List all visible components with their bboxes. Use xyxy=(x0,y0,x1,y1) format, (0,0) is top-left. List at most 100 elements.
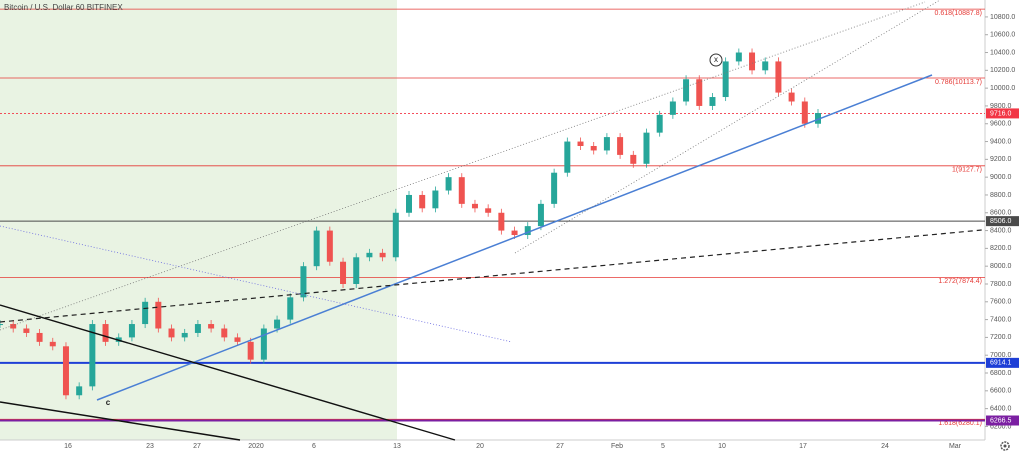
annotation: x xyxy=(714,55,718,64)
candle-body xyxy=(287,297,294,320)
session-shade xyxy=(0,0,397,440)
candle-body xyxy=(471,203,478,209)
y-tick-label: 10000.0 xyxy=(990,85,1015,92)
levels: 0.618(10887.8) 0.786(10113.7) 1(9127.7) 1.2… xyxy=(0,8,985,427)
candle-body xyxy=(419,194,426,209)
price-tag-label: 6266.5 xyxy=(990,417,1012,424)
trendline xyxy=(0,304,456,441)
price-tag xyxy=(986,415,1019,426)
x-tick-label: Mar xyxy=(949,443,962,450)
y-tick-label: 6800.0 xyxy=(990,370,1012,377)
candle-body xyxy=(392,212,399,258)
fib-label: 1.272(7874.4) xyxy=(938,278,982,285)
x-tick-label: 10 xyxy=(718,443,726,450)
candle-body xyxy=(260,328,267,360)
x-tick-label: 27 xyxy=(193,443,201,450)
channel-line xyxy=(514,0,941,254)
candle-body xyxy=(735,52,742,62)
y-tick-label: 8600.0 xyxy=(990,210,1012,217)
candle-body xyxy=(313,230,320,267)
y-tick-label: 8200.0 xyxy=(990,245,1012,252)
candle-body xyxy=(524,226,531,236)
y-tick-label: 7800.0 xyxy=(990,281,1012,288)
trendline xyxy=(0,229,983,323)
candle-body xyxy=(669,101,676,115)
candle-body xyxy=(815,113,821,124)
candle-body xyxy=(168,328,175,338)
dotted-line xyxy=(0,225,513,343)
candle-body xyxy=(23,328,30,333)
candle-body xyxy=(247,341,254,360)
annotation-circle xyxy=(709,53,723,67)
candle-body xyxy=(221,328,228,338)
fib-label: 0.786(10113.7) xyxy=(935,79,982,86)
candle-body xyxy=(142,301,149,325)
candle-body xyxy=(617,137,624,155)
y-tick-label: 9000.0 xyxy=(990,174,1012,181)
y-tick-label: 7000.0 xyxy=(990,352,1012,359)
annotation: c xyxy=(106,398,111,407)
fib-label: 0.618(10887.8) xyxy=(935,10,982,17)
x-tick-label: 17 xyxy=(799,443,807,450)
y-tick-label: 8400.0 xyxy=(990,227,1012,234)
candle-body xyxy=(128,324,135,338)
candle-body xyxy=(89,324,96,387)
candle-body xyxy=(788,92,795,102)
candle-body xyxy=(630,154,637,164)
candle-body xyxy=(485,208,492,213)
price-tag-label: 9716.0 xyxy=(990,110,1012,117)
candle-body xyxy=(498,212,505,231)
fib-label: 1(9127.7) xyxy=(952,167,982,174)
candle-body xyxy=(458,177,465,204)
x-tick-label: 5 xyxy=(661,443,665,450)
candles xyxy=(0,48,821,400)
y-tick-label: 10600.0 xyxy=(990,32,1015,39)
price-tag xyxy=(986,108,1019,119)
candle-body xyxy=(300,266,307,298)
price-tag xyxy=(986,357,1019,368)
y-tick-label: 10200.0 xyxy=(990,67,1015,74)
candle-body xyxy=(551,172,558,204)
candle-body xyxy=(208,324,215,329)
x-tick-label: 23 xyxy=(146,443,154,450)
x-tick-label: 6 xyxy=(312,443,316,450)
candle-body xyxy=(603,137,610,151)
candle-body xyxy=(366,252,373,258)
trendline xyxy=(96,74,933,401)
price-tag-label: 8506.0 xyxy=(990,218,1012,225)
candle-body xyxy=(234,337,241,342)
x-tick-label: 20 xyxy=(476,443,484,450)
y-tick-label: 7400.0 xyxy=(990,316,1012,323)
candle-body xyxy=(0,324,3,326)
y-tick-label: 9800.0 xyxy=(990,103,1012,110)
candle-body xyxy=(643,132,650,164)
y-tick-label: 8000.0 xyxy=(990,263,1012,270)
candle-body xyxy=(577,141,584,146)
y-tick-label: 7600.0 xyxy=(990,299,1012,306)
x-tick-label: 16 xyxy=(64,443,72,450)
candle-body xyxy=(62,346,69,396)
candle-body xyxy=(353,257,360,284)
candle-body xyxy=(656,114,663,133)
candle-body xyxy=(801,101,808,124)
y-tick-label: 6600.0 xyxy=(990,388,1012,395)
y-tick-label: 10800.0 xyxy=(990,14,1015,21)
y-tick-label: 9600.0 xyxy=(990,121,1012,128)
candle-body xyxy=(36,332,43,342)
candle-body xyxy=(76,386,83,396)
y-tick-label: 6200.0 xyxy=(990,423,1012,430)
candle-body xyxy=(326,230,333,262)
candle-body xyxy=(194,324,201,333)
candle-body xyxy=(274,319,281,329)
candle-body xyxy=(537,203,544,227)
candle-body xyxy=(10,324,17,329)
candle-body xyxy=(406,194,412,213)
candle-body xyxy=(181,332,188,338)
x-tick-label: Feb xyxy=(611,443,623,450)
candle-body xyxy=(379,252,386,258)
candle-body xyxy=(683,79,690,102)
candle-body xyxy=(590,146,597,151)
settings-icon[interactable] xyxy=(1000,441,1010,451)
chart-title: Bitcoin / U.S. Dollar 60 BITFINEX xyxy=(4,3,123,12)
